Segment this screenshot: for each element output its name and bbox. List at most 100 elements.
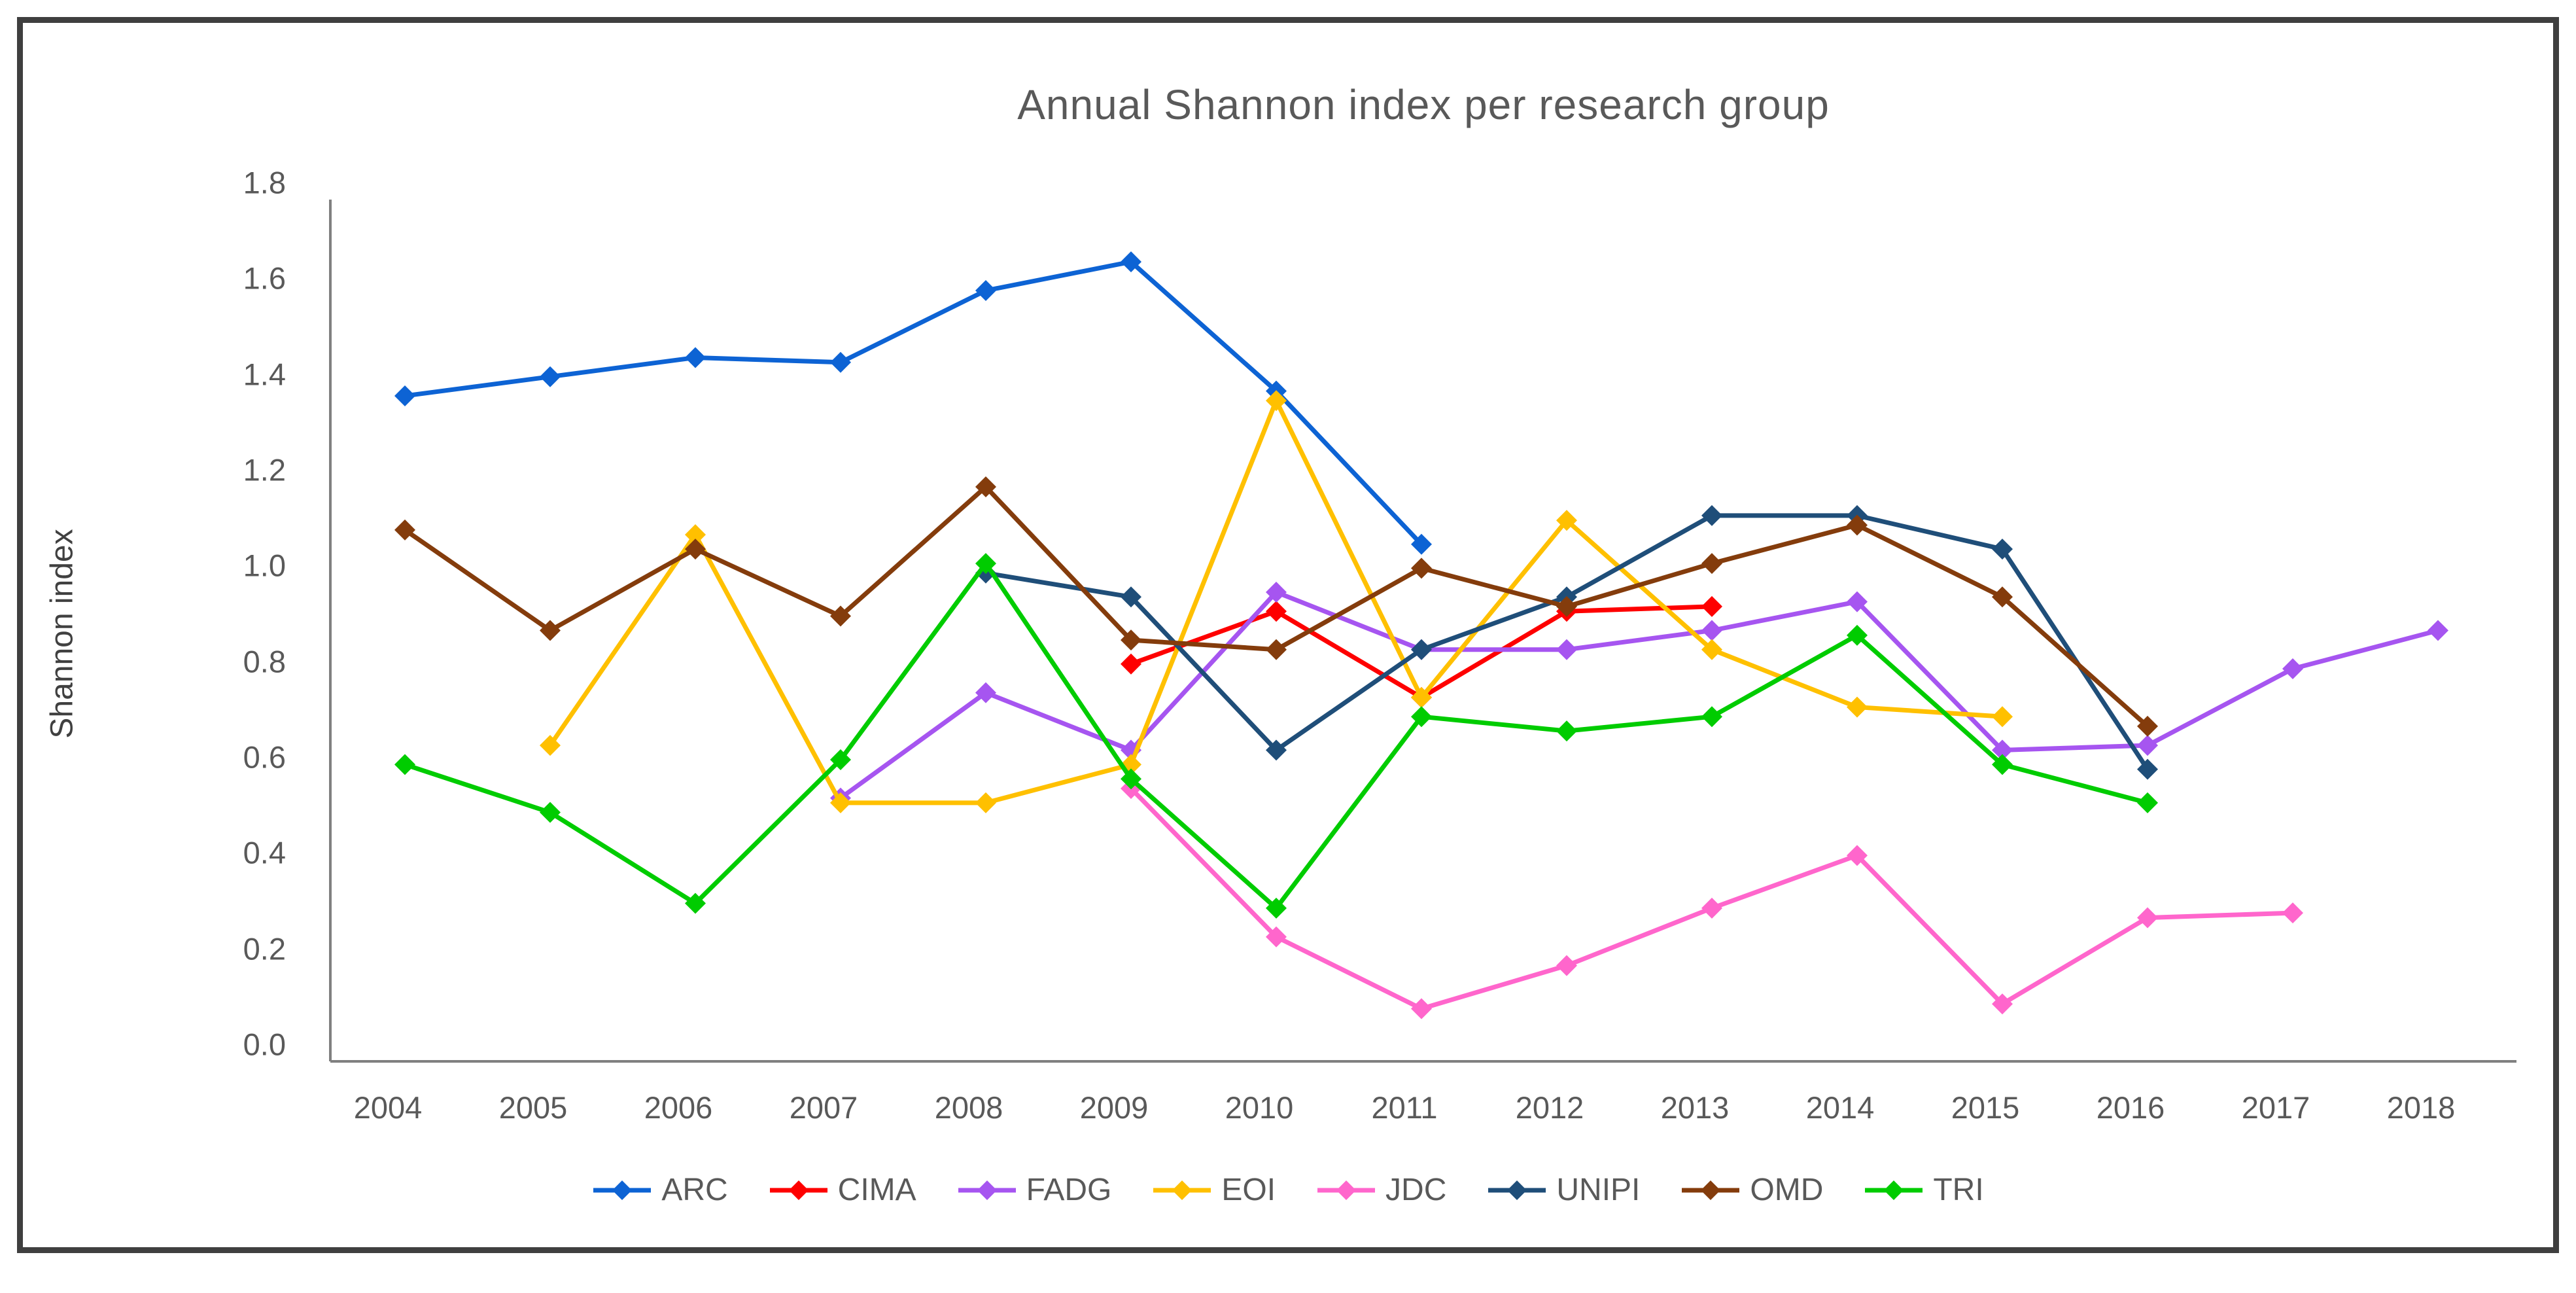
data-point-icon <box>1992 586 2013 608</box>
data-point-icon <box>2428 620 2448 641</box>
chart-frame: Annual Shannon index per research group … <box>17 17 2559 1253</box>
data-point-icon <box>685 893 706 914</box>
legend-label-omd: OMD <box>1750 1173 1824 1207</box>
x-tick-label: 2009 <box>1079 1090 1149 1125</box>
data-point-icon <box>2282 902 2303 924</box>
data-point-icon <box>1992 754 2013 775</box>
y-tick-label: 0.8 <box>243 644 286 679</box>
y-tick-label: 1.8 <box>243 165 286 200</box>
legend-marker-tri-icon <box>1865 1180 1923 1200</box>
y-tick-label: 1.2 <box>243 452 286 487</box>
data-point-icon <box>830 351 851 373</box>
data-point-icon <box>1701 595 1722 617</box>
series-eoi <box>540 390 2013 813</box>
data-point-icon <box>975 682 996 703</box>
data-point-icon <box>540 802 561 823</box>
series-line <box>404 259 1423 546</box>
data-point-icon <box>1992 706 2013 728</box>
x-tick-label: 2012 <box>1515 1090 1584 1125</box>
data-point-icon <box>1121 251 1141 273</box>
x-tick-label: 2016 <box>2096 1090 2165 1125</box>
legend-item-fadg: FADG <box>957 1172 1112 1208</box>
data-point-icon <box>1266 926 1287 948</box>
data-point-icon <box>1411 639 1432 660</box>
data-point-icon <box>2137 735 2158 756</box>
x-tick-label: 2005 <box>498 1090 568 1125</box>
y-tick-label: 0.0 <box>243 1027 286 1062</box>
data-point-icon <box>1556 639 1577 660</box>
x-tick-label: 2017 <box>2241 1090 2310 1125</box>
data-point-icon <box>1266 897 1287 919</box>
data-point-icon <box>1701 620 1722 641</box>
data-point-icon <box>1411 998 1432 1019</box>
data-point-icon <box>2137 715 2158 737</box>
series-line <box>839 590 2439 800</box>
y-tick-label: 1.0 <box>243 548 286 583</box>
legend-label-jdc: JDC <box>1385 1173 1447 1207</box>
legend-marker-cima-icon <box>769 1180 827 1200</box>
series-omd <box>394 476 2158 737</box>
data-point-icon <box>1847 696 1868 718</box>
data-point-icon <box>1847 624 1868 646</box>
x-tick-label: 2007 <box>789 1090 858 1125</box>
x-tick-label: 2015 <box>1951 1090 2020 1125</box>
data-point-icon <box>1411 686 1432 708</box>
x-tick-label: 2014 <box>1805 1090 1875 1125</box>
data-point-icon <box>1411 558 1432 579</box>
data-point-icon <box>1411 706 1432 728</box>
data-point-icon <box>1847 514 1868 536</box>
data-point-icon <box>830 749 851 771</box>
data-point-icon <box>2137 792 2158 813</box>
data-point-icon <box>394 519 415 540</box>
data-point-icon <box>1701 706 1722 728</box>
data-point-icon <box>1992 739 2013 761</box>
data-point-icon <box>394 385 415 406</box>
legend-marker-arc-icon <box>593 1180 652 1200</box>
legend-marker-unipi-icon <box>1488 1180 1546 1200</box>
legend-marker-fadg-icon <box>958 1180 1016 1200</box>
legend-marker-omd-icon <box>1682 1180 1740 1200</box>
x-tick-label: 2006 <box>644 1090 713 1125</box>
legend-label-cima: CIMA <box>837 1173 916 1207</box>
legend-label-arc: ARC <box>661 1173 728 1207</box>
x-tick-label: 2011 <box>1371 1090 1438 1125</box>
data-point-icon <box>685 524 706 546</box>
data-point-icon <box>1847 845 1868 866</box>
data-point-icon <box>1992 539 2013 560</box>
chart-title: Annual Shannon index per research group <box>1017 81 1830 128</box>
legend-item-arc: ARC <box>592 1172 728 1208</box>
data-point-icon <box>1701 897 1722 919</box>
data-point-icon <box>1556 955 1577 976</box>
data-point-icon <box>1992 993 2013 1015</box>
data-point-icon <box>1266 390 1287 412</box>
plot-area <box>329 200 2516 1063</box>
x-tick-label: 2018 <box>2386 1090 2456 1125</box>
legend-item-tri: TRI <box>1864 1172 1984 1208</box>
data-point-icon <box>975 553 996 575</box>
data-point-icon <box>975 280 996 302</box>
legend-marker-eoi-icon <box>1153 1180 1211 1200</box>
y-tick-label: 0.2 <box>243 931 286 966</box>
y-tick-label: 1.6 <box>243 260 286 296</box>
legend-label-fadg: FADG <box>1026 1173 1112 1207</box>
legend-item-jdc: JDC <box>1316 1172 1446 1208</box>
x-tick-label: 2013 <box>1660 1090 1730 1125</box>
y-tick-label: 0.6 <box>243 739 286 775</box>
data-point-icon <box>1266 739 1287 761</box>
data-point-icon <box>1121 768 1141 790</box>
data-point-icon <box>1121 629 1141 651</box>
legend-label-tri: TRI <box>1933 1173 1984 1207</box>
series-tri <box>394 553 2158 919</box>
legend-item-omd: OMD <box>1680 1172 1823 1208</box>
data-point-icon <box>1121 586 1141 608</box>
data-point-icon <box>1266 581 1287 603</box>
data-point-icon <box>1701 553 1722 575</box>
data-point-icon <box>2137 758 2158 780</box>
y-tick-label: 0.4 <box>243 835 286 870</box>
data-point-icon <box>1701 639 1722 660</box>
legend-item-cima: CIMA <box>769 1172 916 1208</box>
data-point-icon <box>1266 639 1287 660</box>
data-point-icon <box>1121 653 1141 675</box>
legend-item-eoi: EOI <box>1152 1172 1276 1208</box>
data-point-icon <box>1266 601 1287 622</box>
